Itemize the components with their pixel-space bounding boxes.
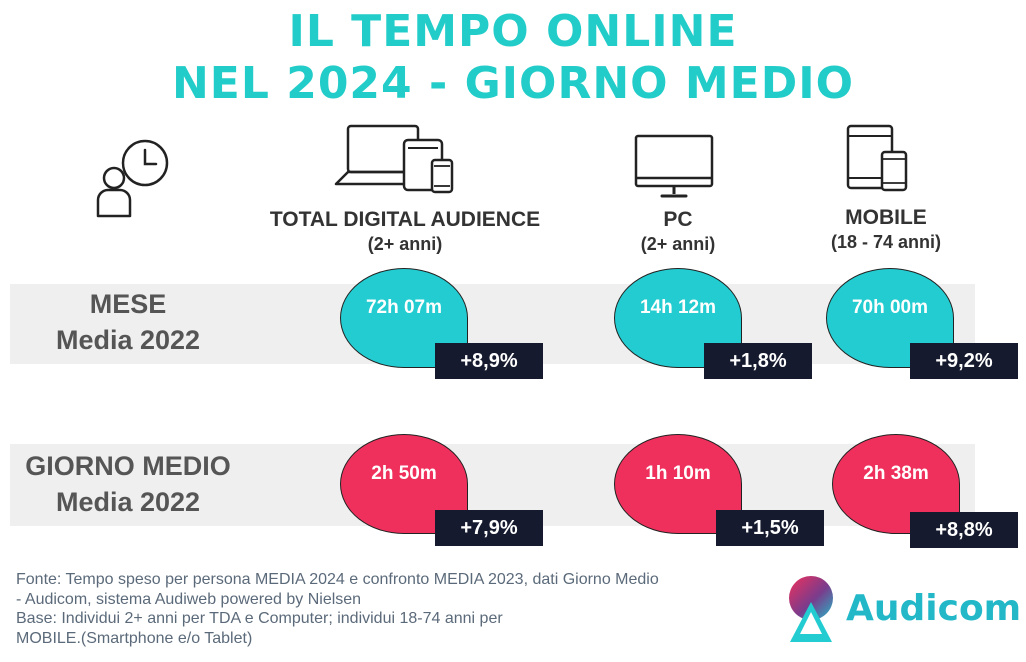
footer-line: Fonte: Tempo speso per persona MEDIA 202… [16,571,659,588]
row-label-line1: MESE [89,289,167,319]
row-label-line2: Media 2022 [55,325,201,355]
column-title: TOTAL DIGITAL AUDIENCE [269,208,541,231]
audicom-logo-icon [789,576,833,642]
footer-line: - Audicom, sistema Audiweb powered by Ni… [16,590,362,608]
change-badge: +8,8% [910,512,1018,548]
change-badge: +9,2% [910,343,1018,379]
column-subtitle: (2+ anni) [640,234,716,254]
change-badge: +1,8% [704,343,812,379]
row-label-mese: MESE Media 2022 [18,286,238,358]
page-title-line2: NEL 2024 - GIORNO MEDIO [171,58,855,109]
change-badge: +1,5% [716,510,824,546]
row-label-line2: Media 2022 [55,487,201,517]
column-title: MOBILE [845,206,927,229]
row-label-giorno-medio: GIORNO MEDIO Media 2022 [12,448,244,520]
person-clock-icon [96,139,169,218]
devices-icon [334,124,454,194]
column-subtitle: (18 - 74 anni) [830,232,942,252]
footer-source-note: Fonte: Tempo speso per persona MEDIA 202… [16,570,761,648]
footer-line: Base: Individui 2+ anni per TDA e Comput… [16,610,503,627]
footer-line: MOBILE.(Smartphone e/o Tablet) [16,629,253,647]
tablet-phone-icon [846,124,908,192]
change-badge: +8,9% [435,343,543,379]
column-header-tda: TOTAL DIGITAL AUDIENCE (2+ anni) [250,208,560,256]
column-title: PC [663,208,693,231]
column-header-pc: PC (2+ anni) [598,208,758,256]
change-badge: +7,9% [435,510,543,546]
column-subtitle: (2+ anni) [367,234,443,254]
audicom-logo-text: Audicom [846,588,1022,629]
column-header-mobile: MOBILE (18 - 74 anni) [800,206,972,254]
row-label-line1: GIORNO MEDIO [25,451,231,481]
monitor-icon [634,134,714,198]
page-title-line1: IL TEMPO ONLINE [288,6,738,57]
